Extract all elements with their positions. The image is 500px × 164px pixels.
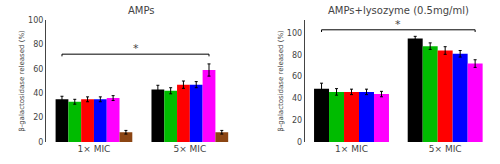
svg-text:80: 80 — [292, 51, 302, 60]
svg-text:0: 0 — [297, 138, 302, 147]
svg-text:60: 60 — [33, 65, 43, 74]
svg-text:20: 20 — [292, 116, 302, 125]
svg-text:1× MIC: 1× MIC — [335, 144, 368, 154]
svg-text:β-galactosidase released (%): β-galactosidase released (%) — [18, 30, 26, 132]
svg-text:100: 100 — [28, 16, 43, 25]
svg-text:5× MIC: 5× MIC — [429, 144, 462, 154]
svg-text:AMPs: AMPs — [128, 5, 155, 16]
svg-text:60: 60 — [292, 72, 302, 81]
svg-text:40: 40 — [292, 94, 302, 103]
svg-text:*: * — [133, 42, 139, 55]
svg-text:AMPs+lysozyme (0.5mg/ml): AMPs+lysozyme (0.5mg/ml) — [328, 5, 469, 16]
svg-text:*: * — [395, 18, 401, 31]
svg-text:1× MIC: 1× MIC — [78, 144, 111, 154]
svg-text:40: 40 — [33, 89, 43, 98]
svg-text:80: 80 — [33, 40, 43, 49]
svg-text:20: 20 — [33, 113, 43, 122]
svg-text:100: 100 — [287, 29, 302, 38]
svg-text:0: 0 — [38, 138, 43, 147]
svg-text:β-galactosidase released (%): β-galactosidase released (%) — [277, 30, 285, 132]
svg-text:5× MIC: 5× MIC — [173, 144, 206, 154]
